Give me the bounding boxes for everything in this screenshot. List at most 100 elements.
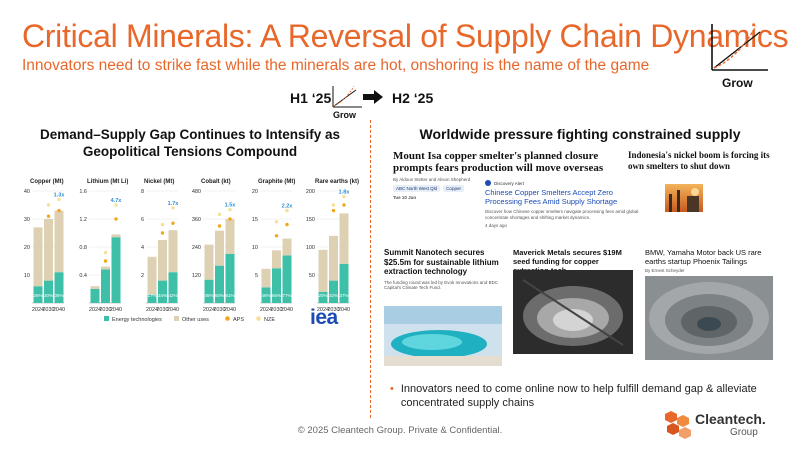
nze-marker xyxy=(57,197,61,202)
news-tag[interactable]: Copper xyxy=(443,185,464,192)
y-tick-label: 480 xyxy=(192,189,201,195)
bullet-dot: • xyxy=(390,383,394,395)
legend-label: Other uses xyxy=(182,317,209,323)
mineral-chart: Cobalt (kt) 120 240 360 480 45% 2024 60% 2030 61%… xyxy=(192,179,236,313)
left-title-line1: Demand–Supply Gap Continues to Intensify… xyxy=(39,127,341,142)
x-tick-label: 2040 xyxy=(224,307,236,313)
bar-pct-label: 66% xyxy=(272,293,281,298)
news-headline[interactable]: Mount Isa copper smelter's planned closu… xyxy=(393,150,604,174)
bar-energy xyxy=(158,280,167,303)
bar-other-uses xyxy=(261,268,271,288)
legend-label: NZE xyxy=(264,317,275,323)
bar-energy xyxy=(282,255,292,303)
y-tick-label: 15 xyxy=(252,217,258,223)
y-tick-label: 30 xyxy=(24,217,30,223)
bar-pct-label: 42% xyxy=(168,293,177,298)
nze-marker xyxy=(46,203,51,207)
news-card-maverick[interactable]: Maverick Metals secures $19M seed fundin… xyxy=(513,248,633,368)
x-tick-label: 2030 xyxy=(42,307,54,313)
news-headline[interactable]: Summit Nanotech secures $25.5m for susta… xyxy=(384,248,499,276)
bar-pct-label: 46% xyxy=(261,293,270,298)
news-headline-link[interactable]: Chinese Copper Smelters Accept Zero Proc… xyxy=(485,188,618,206)
aps-marker xyxy=(171,221,175,225)
chart-title: Nickel (Mt) xyxy=(144,179,174,185)
y-tick-label: 2 xyxy=(141,273,144,279)
bar-pct-label: 61% xyxy=(225,293,234,298)
y-tick-label: 360 xyxy=(192,217,201,223)
x-tick-label: 2024 xyxy=(260,307,272,313)
news-age: 4 days ago xyxy=(485,223,508,228)
nze-marker xyxy=(114,203,118,207)
arrow-right-icon xyxy=(363,90,383,104)
x-tick-label: 2024 xyxy=(89,307,101,313)
news-tag[interactable]: ABC North West Qld xyxy=(393,185,441,192)
legend-swatch xyxy=(104,316,109,321)
left-title-line2: Geopolitical Tensions Compound xyxy=(82,144,298,159)
growth-multiplier: 1.5x xyxy=(225,203,237,209)
growth-multiplier: 2.2x xyxy=(282,204,294,210)
news-source: Discovery Alert xyxy=(485,180,710,186)
news-tags: ABC North West Qld Copper xyxy=(393,185,621,192)
bar-pct-label: 26% xyxy=(33,293,42,298)
nze-marker xyxy=(285,208,289,213)
bar-energy xyxy=(215,265,224,303)
bar-other-uses xyxy=(90,286,100,289)
bar-energy xyxy=(168,272,178,303)
y-tick-label: 240 xyxy=(192,245,201,251)
nze-marker xyxy=(103,250,108,255)
news-byline: By Ernest Scheyder xyxy=(645,268,685,273)
x-tick-label: 2040 xyxy=(110,307,122,313)
bar-other-uses xyxy=(111,234,121,238)
growth-multiplier: 1.8x xyxy=(339,190,351,196)
bar-energy xyxy=(318,291,328,303)
bar-energy xyxy=(147,294,157,303)
bar-pct-label: 34% xyxy=(158,293,167,298)
y-tick-label: 1.6 xyxy=(79,189,87,195)
aps-marker xyxy=(160,231,165,235)
bar-pct-label: 20% xyxy=(318,293,327,298)
section-divider xyxy=(370,120,371,418)
cleantech-logo-icon xyxy=(665,411,691,439)
nze-marker xyxy=(274,220,279,224)
chart-title: Graphite (Mt) xyxy=(258,179,295,185)
news-headline[interactable]: Indonesia's nickel boom is forcing its o… xyxy=(628,150,770,171)
nze-marker xyxy=(342,194,346,199)
x-tick-label: 2024 xyxy=(317,307,329,313)
mineral-chart: Graphite (Mt) 5 10 15 20 46% 2024 66% 2030 77% 204… xyxy=(252,179,295,313)
x-tick-label: 2040 xyxy=(167,307,179,313)
smelter-thumbnail[interactable] xyxy=(665,184,703,212)
x-tick-label: 2024 xyxy=(203,307,215,313)
bar-energy xyxy=(33,286,43,303)
news-card-nickel[interactable]: Indonesia's nickel boom is forcing its o… xyxy=(628,150,778,180)
legend-swatch xyxy=(174,316,179,321)
news-card-summit[interactable]: Summit Nanotech secures $25.5m for susta… xyxy=(384,248,502,373)
y-tick-label: 6 xyxy=(141,217,144,223)
bar-pct-label: 37% xyxy=(339,293,348,298)
bar-other-uses xyxy=(318,249,328,292)
aps-marker xyxy=(342,203,346,207)
y-tick-label: 50 xyxy=(309,273,315,279)
news-card-bmw[interactable]: BMW, Yamaha Motor back US rare earths st… xyxy=(645,248,773,366)
bar-other-uses xyxy=(54,210,64,273)
aps-marker xyxy=(46,214,51,218)
news-byline: By Aldous Stetter and Alison Shepherd xyxy=(393,177,471,182)
discovery-logo-icon xyxy=(485,180,491,186)
aps-marker xyxy=(217,224,222,228)
iea-logo: iea xyxy=(310,306,338,329)
mini-grow-icon xyxy=(332,85,362,108)
news-date: Tue 10 Jun xyxy=(393,195,417,200)
y-tick-label: 100 xyxy=(306,245,315,251)
bar-pct-label: 77% xyxy=(282,293,291,298)
bar-other-uses xyxy=(168,230,178,273)
news-headline[interactable]: BMW, Yamaha Motor back US rare earths st… xyxy=(645,248,762,266)
bar-energy xyxy=(329,280,338,303)
nze-marker xyxy=(228,207,232,212)
page-subtitle: Innovators need to strike fast while the… xyxy=(22,57,650,74)
h1-label: H1 ‘25 xyxy=(290,90,332,106)
mine-interior-photo xyxy=(513,270,633,354)
y-tick-label: 1.2 xyxy=(79,217,87,223)
chart-title: Rare earths (kt) xyxy=(315,179,359,185)
bar-energy xyxy=(261,287,271,303)
news-summary: Discover how Chinese copper smelters nav… xyxy=(485,209,639,220)
bar-energy xyxy=(101,269,110,303)
